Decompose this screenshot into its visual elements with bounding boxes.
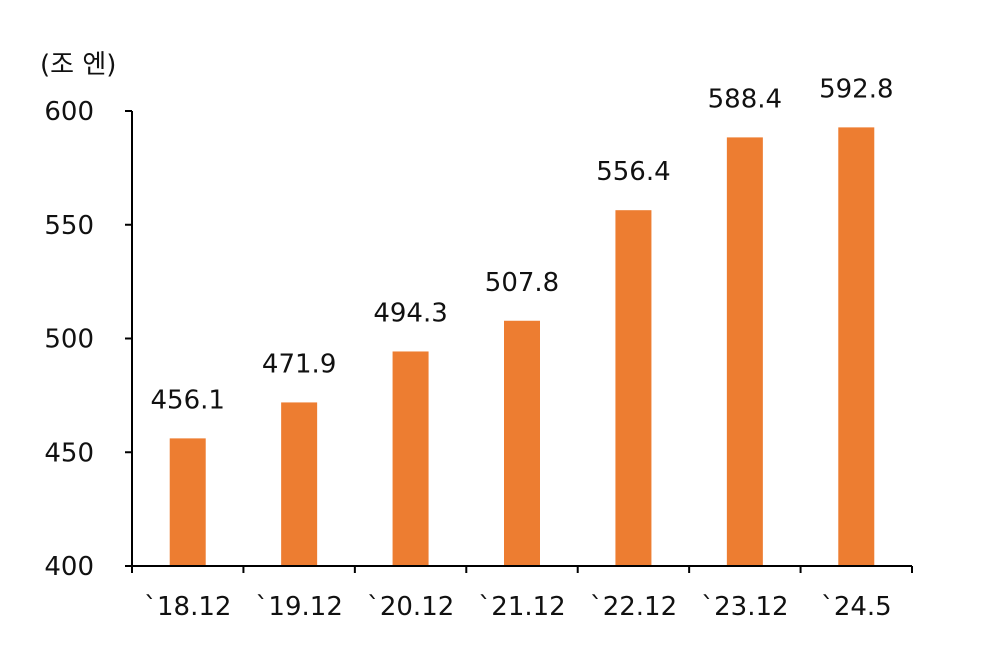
y-tick-label: 450 — [44, 438, 94, 468]
value-label: 507.8 — [485, 268, 559, 298]
bar — [504, 320, 540, 566]
y-tick-label: 500 — [44, 325, 94, 355]
x-tick-label: `24.5 — [821, 592, 892, 622]
value-labels-group: 456.1 471.9 494.3 507.8 556.4 588.4 592.8 — [150, 74, 893, 415]
y-axis: 400 450 500 550 600 — [44, 97, 133, 582]
bar — [838, 127, 875, 566]
x-axis: `18.12 `19.12 `20.12 `21.12 `22.12 `23.12 `24.… — [131, 565, 913, 622]
value-label: 588.4 — [708, 84, 782, 114]
value-label: 592.8 — [819, 74, 893, 104]
x-tick-label: `18.12 — [144, 592, 231, 622]
y-tick-label: 550 — [44, 211, 94, 241]
x-tick-label: `22.12 — [590, 592, 677, 622]
x-tick-label: `21.12 — [478, 592, 565, 622]
bar — [615, 210, 652, 566]
bar — [726, 137, 763, 566]
x-tick-label: `20.12 — [367, 592, 454, 622]
bar — [281, 402, 318, 566]
x-tick-label: `19.12 — [255, 592, 342, 622]
bar — [392, 351, 429, 566]
y-tick-label: 600 — [44, 97, 94, 127]
value-label: 556.4 — [596, 157, 670, 187]
y-tick-label: 400 — [44, 552, 94, 582]
y-axis-unit-label: (조 엔) — [40, 50, 117, 80]
value-label: 456.1 — [150, 385, 224, 415]
value-label: 494.3 — [373, 298, 447, 328]
value-label: 471.9 — [262, 349, 336, 379]
bar — [169, 438, 206, 566]
bars-group — [169, 127, 875, 566]
x-tick-label: `23.12 — [701, 592, 788, 622]
